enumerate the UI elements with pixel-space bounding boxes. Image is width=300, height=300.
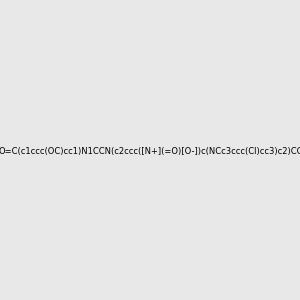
Text: O=C(c1ccc(OC)cc1)N1CCN(c2ccc([N+](=O)[O-])c(NCc3ccc(Cl)cc3)c2)CC1: O=C(c1ccc(OC)cc1)N1CCN(c2ccc([N+](=O)[O-… — [0, 147, 300, 156]
